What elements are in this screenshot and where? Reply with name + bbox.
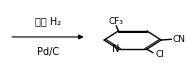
Text: Pd/C: Pd/C <box>37 47 59 57</box>
Text: N: N <box>112 44 120 54</box>
Text: 常压 H₂: 常压 H₂ <box>35 17 61 27</box>
Text: CN: CN <box>173 35 186 44</box>
Text: CF₃: CF₃ <box>109 17 124 26</box>
Text: Cl: Cl <box>156 50 165 59</box>
